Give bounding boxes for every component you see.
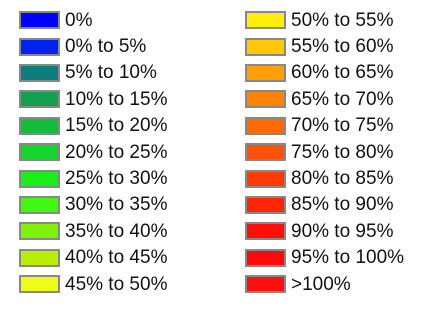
legend-swatch (19, 169, 60, 188)
legend-label: 10% to 15% (65, 88, 168, 110)
legend-item: 95% to 100% (245, 245, 404, 271)
legend-item: 0% (19, 7, 167, 33)
legend-item: 40% to 45% (19, 245, 167, 271)
legend-swatch (245, 37, 286, 56)
legend-label: 80% to 85% (291, 168, 394, 190)
legend-swatch (245, 248, 286, 267)
legend-swatch (245, 143, 286, 162)
legend-label: 55% to 60% (291, 36, 394, 58)
legend-item: 35% to 40% (19, 218, 167, 244)
legend-swatch (19, 63, 60, 82)
legend-label: 0% to 5% (65, 36, 147, 58)
legend-item: 70% to 75% (245, 113, 404, 139)
legend-item: 90% to 95% (245, 218, 404, 244)
legend-swatch (245, 275, 286, 294)
legend-label: >100% (291, 273, 351, 295)
legend-item: 55% to 60% (245, 33, 404, 59)
legend-item: 60% to 65% (245, 60, 404, 86)
legend-label: 45% to 50% (65, 273, 168, 295)
legend-column-left: 0% 0% to 5% 5% to 10% 10% to 15% 15% to … (19, 7, 167, 297)
legend-label: 30% to 35% (65, 194, 168, 216)
legend-item: 25% to 30% (19, 165, 167, 191)
legend-swatch (245, 63, 286, 82)
legend-label: 90% to 95% (291, 220, 394, 242)
legend-label: 15% to 20% (65, 115, 168, 137)
legend-item: 65% to 70% (245, 86, 404, 112)
legend-swatch (19, 90, 60, 109)
legend-item: 75% to 80% (245, 139, 404, 165)
legend-item: 20% to 25% (19, 139, 167, 165)
legend-swatch (245, 222, 286, 241)
legend-swatch (19, 275, 60, 294)
legend-item: 10% to 15% (19, 86, 167, 112)
legend-label: 60% to 65% (291, 62, 394, 84)
legend-swatch (19, 143, 60, 162)
legend-label: 85% to 90% (291, 194, 394, 216)
legend-item: 80% to 85% (245, 165, 404, 191)
legend-item: 50% to 55% (245, 7, 404, 33)
legend-label: 35% to 40% (65, 220, 168, 242)
legend-label: 5% to 10% (65, 62, 157, 84)
legend-label: 70% to 75% (291, 115, 394, 137)
legend-swatch (245, 90, 286, 109)
legend-item: 0% to 5% (19, 33, 167, 59)
legend-label: 0% (65, 9, 93, 31)
legend-label: 95% to 100% (291, 247, 405, 269)
legend-swatch (245, 11, 286, 30)
legend-swatch (19, 248, 60, 267)
legend-item: 5% to 10% (19, 60, 167, 86)
legend-swatch (19, 222, 60, 241)
legend-column-right: 50% to 55% 55% to 60% 60% to 65% 65% to … (245, 7, 404, 297)
legend-label: 25% to 30% (65, 168, 168, 190)
legend-swatch (19, 11, 60, 30)
legend-item: 45% to 50% (19, 271, 167, 297)
legend-item: 15% to 20% (19, 113, 167, 139)
legend-swatch (19, 195, 60, 214)
legend-swatch (19, 116, 60, 135)
legend-label: 40% to 45% (65, 247, 168, 269)
legend-item: >100% (245, 271, 404, 297)
legend-swatch (245, 169, 286, 188)
legend-item: 30% to 35% (19, 192, 167, 218)
legend-label: 65% to 70% (291, 88, 394, 110)
legend-swatch (245, 116, 286, 135)
legend-swatch (19, 37, 60, 56)
legend-label: 20% to 25% (65, 141, 168, 163)
legend-swatch (245, 195, 286, 214)
legend-label: 50% to 55% (291, 9, 394, 31)
legend-label: 75% to 80% (291, 141, 394, 163)
legend-item: 85% to 90% (245, 192, 404, 218)
